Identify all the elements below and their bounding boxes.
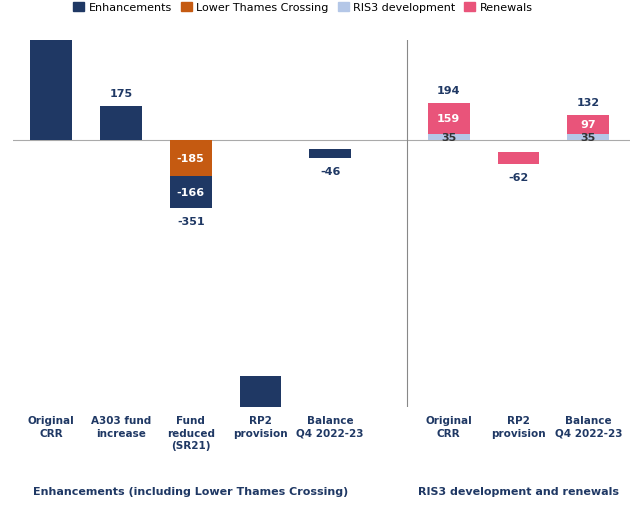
Bar: [170, 141, 212, 177]
Bar: [498, 153, 539, 165]
Text: 35: 35: [441, 133, 457, 143]
Text: 159: 159: [437, 114, 460, 124]
Legend: Enhancements, Lower Thames Crossing, RIS3 development, Renewals: Enhancements, Lower Thames Crossing, RIS…: [69, 0, 538, 18]
Text: RIS3 development and renewals: RIS3 development and renewals: [418, 486, 619, 496]
Text: Enhancements (including Lower Thames Crossing): Enhancements (including Lower Thames Cro…: [33, 486, 349, 496]
Text: -351: -351: [177, 217, 204, 227]
Text: 97: 97: [581, 120, 596, 130]
Text: -46: -46: [320, 167, 340, 177]
Bar: [240, 376, 282, 509]
Text: -185: -185: [177, 154, 204, 164]
Bar: [170, 177, 212, 209]
Text: 175: 175: [109, 89, 132, 99]
Text: 194: 194: [437, 86, 460, 96]
Bar: [309, 150, 351, 159]
Bar: [30, 0, 72, 141]
Text: 1,162: 1,162: [33, 24, 69, 34]
Text: 35: 35: [581, 133, 596, 143]
Text: -166: -166: [177, 188, 204, 197]
Text: -62: -62: [509, 173, 529, 183]
Bar: [428, 134, 470, 141]
Text: 132: 132: [577, 98, 600, 107]
Bar: [567, 134, 609, 141]
Bar: [567, 116, 609, 134]
Bar: [428, 104, 470, 134]
Bar: [100, 107, 142, 141]
